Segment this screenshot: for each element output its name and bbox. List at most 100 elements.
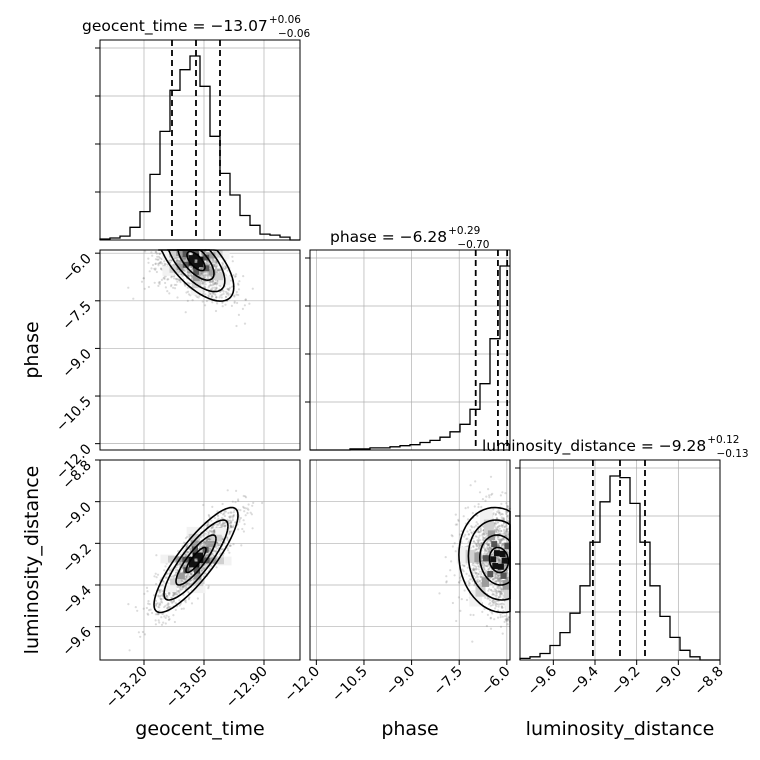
- sample-point: [198, 546, 202, 549]
- sample-point: [214, 293, 217, 297]
- sample-point: [190, 274, 193, 278]
- sample-point: [463, 589, 466, 592]
- sample-point: [501, 615, 504, 618]
- sample-point: [190, 277, 193, 280]
- sample-point: [143, 592, 146, 596]
- sample-point: [177, 550, 180, 553]
- sample-point: [491, 578, 494, 581]
- sample-point: [500, 539, 503, 542]
- sample-point: [214, 281, 217, 284]
- sample-point: [241, 307, 244, 310]
- sample-point: [175, 592, 179, 596]
- sample-point: [196, 597, 199, 600]
- sample-point: [174, 277, 178, 280]
- sample-point: [488, 548, 491, 551]
- sample-point: [178, 590, 181, 593]
- panel-frame: [309, 249, 511, 451]
- sample-point: [454, 550, 457, 553]
- sample-point: [229, 544, 232, 547]
- sample-point: [483, 544, 486, 547]
- sample-point: [187, 573, 190, 576]
- sample-point: [469, 546, 472, 549]
- sample-point: [486, 551, 489, 554]
- density-cell: [208, 252, 216, 259]
- sample-point: [201, 281, 204, 284]
- sample-point: [218, 296, 221, 299]
- sample-point: [234, 275, 237, 278]
- sample-point: [475, 572, 478, 575]
- sample-point: [184, 284, 187, 287]
- sample-point: [159, 262, 162, 265]
- sample-point: [478, 580, 482, 583]
- sample-point: [210, 267, 213, 270]
- density-cell: [499, 551, 506, 557]
- sample-point: [185, 582, 188, 586]
- sample-point: [157, 612, 160, 616]
- sample-point: [204, 565, 207, 569]
- sample-point: [499, 513, 502, 516]
- sample-point: [215, 269, 219, 272]
- sample-point: [497, 535, 500, 538]
- sample-point: [201, 534, 205, 537]
- sample-point: [172, 286, 175, 289]
- y-tick-label: −9.2: [59, 541, 94, 576]
- sample-point: [500, 605, 503, 608]
- sample-point: [500, 588, 503, 591]
- sample-point: [186, 274, 190, 277]
- sample-point: [486, 548, 489, 551]
- sample-point: [483, 536, 486, 540]
- sample-point: [155, 250, 158, 254]
- sample-point: [174, 593, 177, 596]
- sample-point: [482, 536, 485, 539]
- sample-point: [188, 580, 191, 583]
- sample-point: [157, 613, 160, 616]
- sample-point: [225, 292, 228, 295]
- histogram-luminosity_distance: [519, 475, 720, 661]
- sample-point: [209, 538, 212, 541]
- sample-point: [235, 324, 238, 328]
- sample-point: [475, 565, 478, 568]
- sample-point: [205, 541, 208, 545]
- sample-point: [226, 536, 229, 539]
- y-tick-label: −9.6: [59, 624, 94, 659]
- density-cell: [490, 556, 497, 563]
- sample-point: [487, 543, 490, 547]
- sample-point: [218, 521, 221, 525]
- sample-point: [142, 607, 145, 610]
- sample-point: [237, 499, 240, 503]
- sample-point: [203, 534, 206, 537]
- sample-point: [201, 569, 204, 573]
- sample-point: [468, 584, 471, 587]
- sample-point: [497, 574, 500, 577]
- sample-point: [206, 524, 209, 528]
- sample-point: [500, 592, 503, 595]
- sample-point: [233, 294, 236, 297]
- sample-point: [500, 524, 503, 527]
- sample-point: [163, 615, 166, 618]
- sample-point: [237, 293, 240, 297]
- sample-point: [503, 525, 507, 528]
- sample-point: [497, 603, 500, 606]
- sample-point: [504, 534, 507, 537]
- sample-point: [165, 576, 168, 579]
- sample-point: [498, 569, 501, 572]
- sample-point: [201, 272, 204, 275]
- sample-point: [229, 521, 232, 525]
- sample-point: [180, 607, 183, 611]
- sample-point: [206, 537, 209, 540]
- sample-point: [499, 590, 502, 593]
- sample-point: [222, 292, 225, 295]
- sample-point: [476, 539, 479, 542]
- sample-point: [228, 544, 231, 548]
- sample-point: [184, 554, 187, 557]
- sample-point: [505, 527, 508, 531]
- sample-point: [500, 538, 503, 541]
- sample-point: [216, 280, 219, 283]
- sample-point: [497, 578, 500, 581]
- sample-point: [153, 281, 156, 284]
- sample-point: [167, 618, 170, 622]
- panel-frame: [519, 459, 721, 661]
- sample-point: [154, 250, 157, 254]
- sample-point: [502, 524, 505, 527]
- sample-point: [220, 296, 223, 299]
